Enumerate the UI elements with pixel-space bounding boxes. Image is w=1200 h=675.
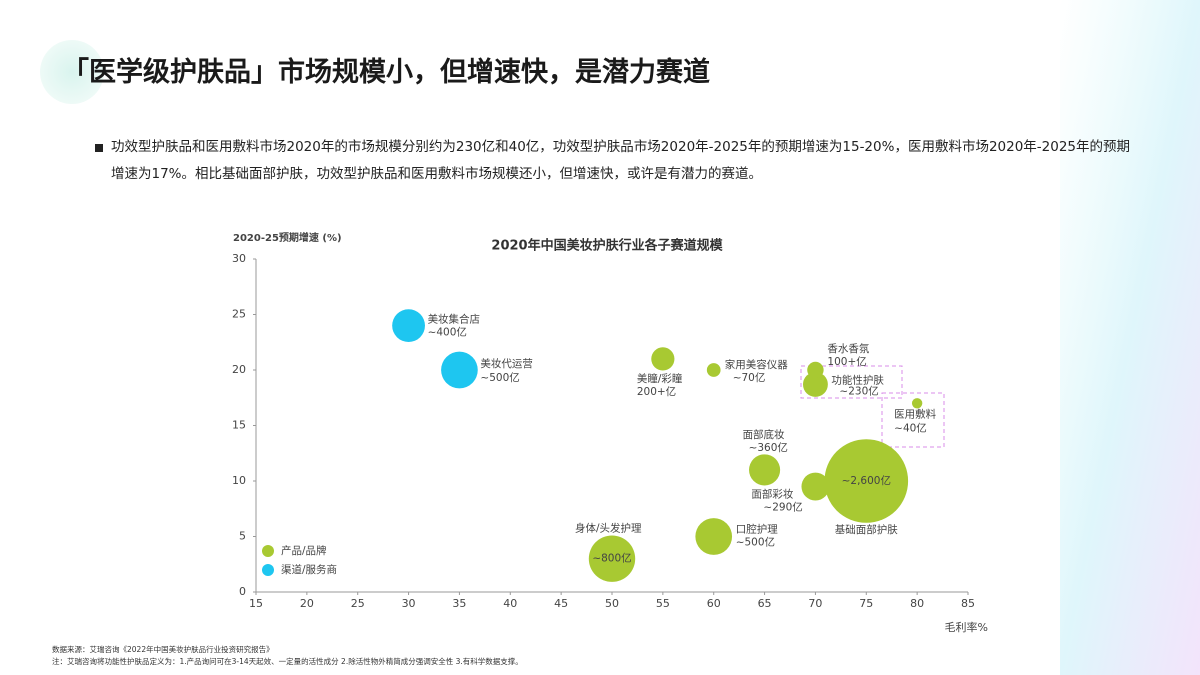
bubble — [441, 351, 478, 389]
x-tick-label: 70 — [808, 597, 822, 610]
y-tick-label: 25 — [232, 308, 246, 321]
value-label: ~500亿 — [736, 536, 775, 549]
bubble — [651, 347, 675, 371]
legend-marker — [262, 545, 274, 557]
value-label: ~230亿 — [839, 384, 878, 397]
decor-circle — [40, 40, 104, 104]
decor-gradient — [1060, 0, 1200, 675]
value-label: ~290亿 — [763, 501, 802, 514]
note: 注：艾瑞咨询将功能性护肤品定义为：1.产品询问可在3-14天起效、一定量的活性成… — [52, 657, 523, 666]
x-tick-label: 40 — [503, 597, 517, 610]
point-label: 家用美容仪器 — [725, 358, 788, 371]
value-label: ~500亿 — [480, 371, 519, 384]
x-tick-label: 60 — [707, 597, 721, 610]
x-tick-label: 50 — [605, 597, 619, 610]
value-label: ~360亿 — [749, 441, 788, 454]
point-label: 功能性护肤 — [831, 373, 884, 386]
x-axis-label: 毛利率% — [945, 620, 988, 634]
bubble — [807, 361, 824, 379]
x-tick-label: 30 — [402, 597, 416, 610]
point-label: 美瞳/彩瞳 — [637, 372, 683, 385]
y-tick-label: 5 — [239, 530, 246, 543]
value-label: ~70亿 — [733, 371, 766, 384]
source: 数据来源：艾瑞咨询《2022年中国美妆护肤品行业投资研究报告》 — [52, 645, 274, 654]
y-tick-label: 30 — [232, 252, 246, 265]
x-tick-label: 55 — [656, 597, 670, 610]
y-tick-label: 20 — [232, 363, 246, 376]
bullet-text: 功效型护肤品和医用敷料市场2020年的市场规模分别约为230亿和40亿，功效型护… — [95, 134, 1141, 188]
x-tick-label: 15 — [249, 597, 263, 610]
bubble — [801, 472, 830, 501]
x-tick-label: 80 — [910, 597, 924, 610]
x-tick-label: 75 — [859, 597, 873, 610]
x-tick-label: 65 — [758, 597, 772, 610]
x-tick-label: 85 — [961, 597, 975, 610]
x-tick-label: 35 — [452, 597, 466, 610]
value-label: ~40亿 — [894, 421, 927, 434]
point-label: 医用敷料 — [894, 407, 936, 420]
bubble — [695, 518, 733, 555]
point-label: 面部底妆 — [743, 428, 785, 441]
chart-title: 2020年中国美妆护肤行业各子赛道规模 — [491, 238, 723, 254]
legend-label: 产品/品牌 — [281, 544, 327, 557]
bubble — [392, 309, 425, 342]
y-axis-label: 2020-25预期增速 (%) — [233, 231, 342, 244]
x-tick-label: 20 — [300, 597, 314, 610]
value-label: ~2,600亿 — [842, 474, 891, 487]
bubble — [802, 371, 828, 397]
y-tick-label: 15 — [232, 419, 246, 432]
bubble — [749, 454, 781, 486]
point-label: 口腔护理 — [736, 523, 778, 536]
bubble — [911, 398, 923, 409]
value-label: ~400亿 — [428, 326, 467, 339]
legend-label: 渠道/服务商 — [281, 563, 337, 576]
value-label: 200+亿 — [637, 385, 676, 398]
value-label: ~800亿 — [592, 552, 631, 565]
bubble — [706, 363, 721, 377]
point-label: 美妆集合店 — [428, 313, 481, 326]
point-label: 身体/头发护理 — [575, 522, 642, 535]
title: 「医学级护肤品」市场规模小，但增速快，是潜力赛道 — [62, 57, 710, 88]
point-label: 基础面部护肤 — [835, 523, 898, 536]
y-tick-label: 0 — [239, 585, 246, 598]
bubble — [588, 535, 636, 582]
highlight-box — [800, 365, 903, 399]
legend-marker — [262, 564, 274, 576]
point-label: 香水香氛 — [827, 342, 869, 355]
x-tick-label: 25 — [351, 597, 365, 610]
point-label: 面部彩妆 — [751, 488, 793, 501]
bubble — [824, 439, 909, 523]
x-tick-label: 45 — [554, 597, 568, 610]
point-label: 美妆代运营 — [480, 357, 533, 370]
value-label: 100+亿 — [827, 355, 866, 368]
highlight-box — [881, 392, 945, 448]
y-tick-label: 10 — [232, 474, 246, 487]
